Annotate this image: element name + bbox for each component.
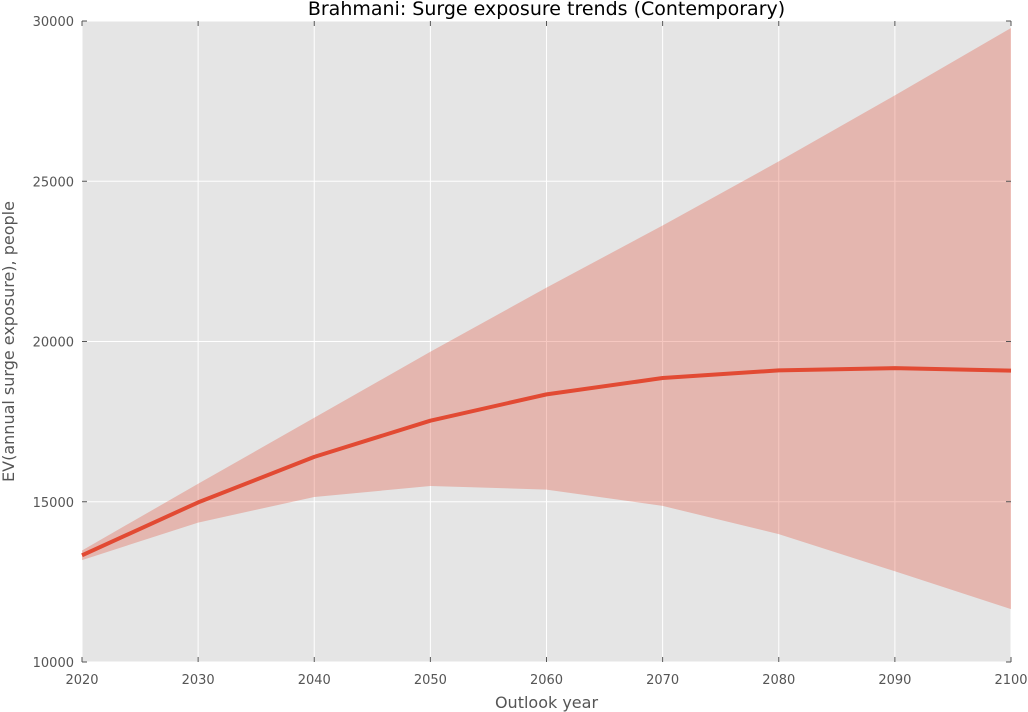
y-tick-label: 10000 (33, 656, 74, 671)
x-ticks: 2020 2030 2040 2050 2060 2070 2080 2090 2100 (65, 21, 1028, 688)
x-tick-label: 2040 (298, 673, 331, 688)
y-tick-label: 20000 (33, 336, 74, 351)
series-line (81, 366, 1012, 558)
x-tick-label: 2080 (762, 673, 795, 688)
y-tick-label: 15000 (33, 496, 74, 511)
y-axis-label: EV(annual surge exposure), people (0, 201, 18, 482)
uncertainty-band (82, 28, 1011, 610)
x-tick-label: 2050 (414, 673, 447, 688)
y-tick-label: 25000 (33, 175, 74, 190)
x-tick-label: 2070 (646, 673, 679, 688)
x-tick-label: 2090 (878, 673, 911, 688)
x-axis-label: Outlook year (495, 693, 599, 712)
x-tick-label: 2100 (994, 673, 1027, 688)
y-tick-label: 30000 (33, 15, 74, 30)
chart-title: Brahmani: Surge exposure trends (Contemp… (308, 0, 785, 20)
y-ticks: 10000 15000 20000 25000 30000 (33, 15, 1011, 671)
x-tick-label: 2020 (65, 673, 98, 688)
x-tick-label: 2030 (182, 673, 215, 688)
x-tick-label: 2060 (530, 673, 563, 688)
